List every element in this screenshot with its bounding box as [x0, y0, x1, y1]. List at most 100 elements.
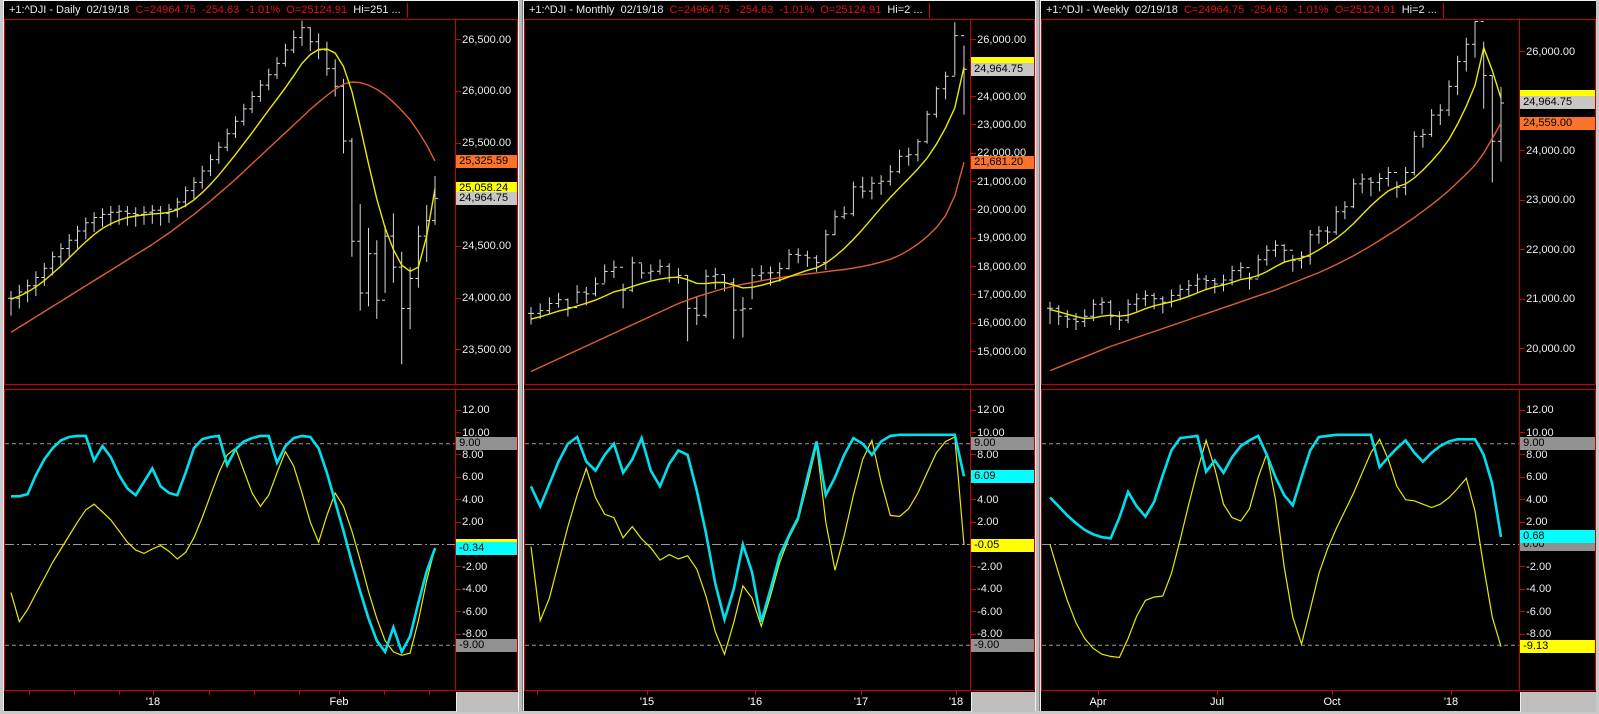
- time-label: '17: [853, 696, 869, 708]
- axis-tick-label: 21,000.00: [1526, 293, 1576, 306]
- time-tick: [1451, 691, 1452, 695]
- axis-tick: [971, 266, 977, 268]
- title-high: Hi=2 ...: [887, 4, 923, 16]
- axis-tick: [971, 499, 977, 501]
- chart-panel-daily: +1:^DJI - Daily 02/19/18 C=24964.75 -254…: [3, 0, 518, 712]
- price-axis: 26,500.00 26,000.00 25,500.00 24,500.00 24,0…: [456, 19, 518, 385]
- axis-tick-label: 4.00: [977, 493, 999, 506]
- axis-tick: [971, 181, 977, 183]
- value-badge: 6.09: [971, 469, 1034, 483]
- axis-tick: [1520, 454, 1526, 456]
- title-high: Hi=251 ...: [353, 4, 401, 16]
- axis-tick-label: 18,000.00: [977, 260, 1027, 273]
- price-axis: 26,000.00 24,000.00 23,000.00 22,000.00 21,0…: [1520, 19, 1596, 385]
- axis-tick: [971, 237, 977, 239]
- title-symbol: +1:^DJI - Weekly 02/19/18: [1046, 4, 1178, 16]
- axis-corner: [456, 692, 518, 712]
- oscillator-plot[interactable]: [1041, 389, 1521, 691]
- oscillator-plot[interactable]: [524, 389, 972, 691]
- axis-tick-label: 23,000.00: [1526, 194, 1576, 207]
- axis-tick-label: 12.00: [1526, 404, 1554, 417]
- chart-title-weekly: +1:^DJI - Weekly 02/19/18 C=24964.75 -25…: [1041, 1, 1596, 19]
- panel-splitter[interactable]: [518, 0, 523, 711]
- time-tick: [29, 691, 30, 695]
- axis-tick: [971, 39, 977, 41]
- price-plot[interactable]: [524, 19, 972, 385]
- axis-tick: [456, 611, 462, 613]
- value-badge: 24,964.75: [971, 62, 1034, 76]
- axis-tick-label: 8.00: [1526, 448, 1548, 461]
- axis-tick: [971, 409, 977, 411]
- time-axis: '18 Feb: [4, 691, 518, 712]
- axis-tick: [456, 90, 462, 92]
- axis-tick: [456, 588, 462, 590]
- time-label: '16: [747, 696, 763, 708]
- time-tick: [299, 691, 300, 695]
- time-tick: [209, 691, 210, 695]
- value-badge: 24,964.75: [456, 191, 517, 205]
- time-label: Oct: [1323, 696, 1341, 708]
- axis-tick: [971, 588, 977, 590]
- axis-tick-label: 6.00: [1526, 471, 1548, 484]
- axis-tick: [971, 209, 977, 211]
- axis-tick: [1520, 499, 1526, 501]
- chart-panel-weekly: +1:^DJI - Weekly 02/19/18 C=24964.75 -25…: [1040, 0, 1596, 712]
- axis-tick: [456, 521, 462, 523]
- axis-tick-label: -8.00: [1526, 628, 1552, 641]
- axis-tick-label: 2.00: [1526, 516, 1548, 529]
- axis-tick-label: 20,000.00: [1526, 342, 1576, 355]
- axis-tick-label: 15,000.00: [977, 345, 1027, 358]
- axis-tick: [456, 454, 462, 456]
- time-tick: [1098, 691, 1099, 695]
- axis-tick: [971, 322, 977, 324]
- oscillator-axis: 12.0010.008.006.004.002.00-2.00-4.00-6.0…: [971, 389, 1035, 691]
- axis-tick: [456, 409, 462, 411]
- axis-tick: [456, 39, 462, 41]
- axis-tick-label: 19,000.00: [977, 232, 1027, 245]
- axis-tick-label: 10.00: [977, 426, 1005, 439]
- price-plot[interactable]: [1041, 19, 1521, 385]
- title-high: Hi=2 ...: [1401, 4, 1437, 16]
- axis-tick-label: 26,000.00: [462, 85, 512, 98]
- axis-tick-label: 24,000.00: [977, 90, 1027, 103]
- axis-tick-label: 12.00: [977, 404, 1005, 417]
- time-label: Feb: [329, 696, 349, 708]
- axis-tick-label: -2.00: [977, 560, 1003, 573]
- axis-tick-label: 8.00: [462, 448, 484, 461]
- time-tick: [956, 691, 957, 695]
- axis-tick: [971, 566, 977, 568]
- axis-tick-label: 23,000.00: [977, 118, 1027, 131]
- time-tick: [339, 691, 340, 695]
- oscillator-plot[interactable]: [4, 389, 457, 691]
- axis-tick-label: -4.00: [1526, 583, 1552, 596]
- axis-tick-label: -6.00: [1526, 605, 1552, 618]
- value-badge: 24,559.00: [1520, 116, 1595, 130]
- chart-title-monthly: +1:^DJI - Monthly 02/19/18 C=24964.75 -2…: [524, 1, 1035, 19]
- axis-tick-label: 26,000.00: [1526, 45, 1576, 58]
- price-plot[interactable]: [4, 19, 457, 385]
- axis-tick: [456, 245, 462, 247]
- axis-tick: [1520, 409, 1526, 411]
- axis-tick: [971, 152, 977, 154]
- axis-tick: [1520, 348, 1526, 350]
- axis-tick-label: 23,500.00: [462, 343, 512, 356]
- axis-tick-label: -2.00: [1526, 560, 1552, 573]
- title-quote: C=24964.75 -254.63 -1.01% O=25124.91: [1183, 4, 1396, 16]
- axis-tick-label: -2.00: [462, 560, 488, 573]
- axis-tick: [1520, 51, 1526, 53]
- cursor-mark: [406, 2, 408, 18]
- panel-splitter[interactable]: [1035, 0, 1040, 711]
- value-badge: -9.00: [971, 638, 1034, 652]
- axis-tick: [456, 142, 462, 144]
- axis-tick-label: 20,000.00: [977, 203, 1027, 216]
- axis-tick-label: 17,000.00: [977, 288, 1027, 301]
- chart-panel-monthly: +1:^DJI - Monthly 02/19/18 C=24964.75 -2…: [523, 0, 1035, 712]
- title-symbol: +1:^DJI - Monthly 02/19/18: [529, 4, 664, 16]
- price-axis: 26,000.00 24,000.00 23,000.00 22,000.00 21,0…: [971, 19, 1035, 385]
- time-tick: [647, 691, 648, 695]
- axis-tick: [1520, 150, 1526, 152]
- axis-tick: [971, 96, 977, 98]
